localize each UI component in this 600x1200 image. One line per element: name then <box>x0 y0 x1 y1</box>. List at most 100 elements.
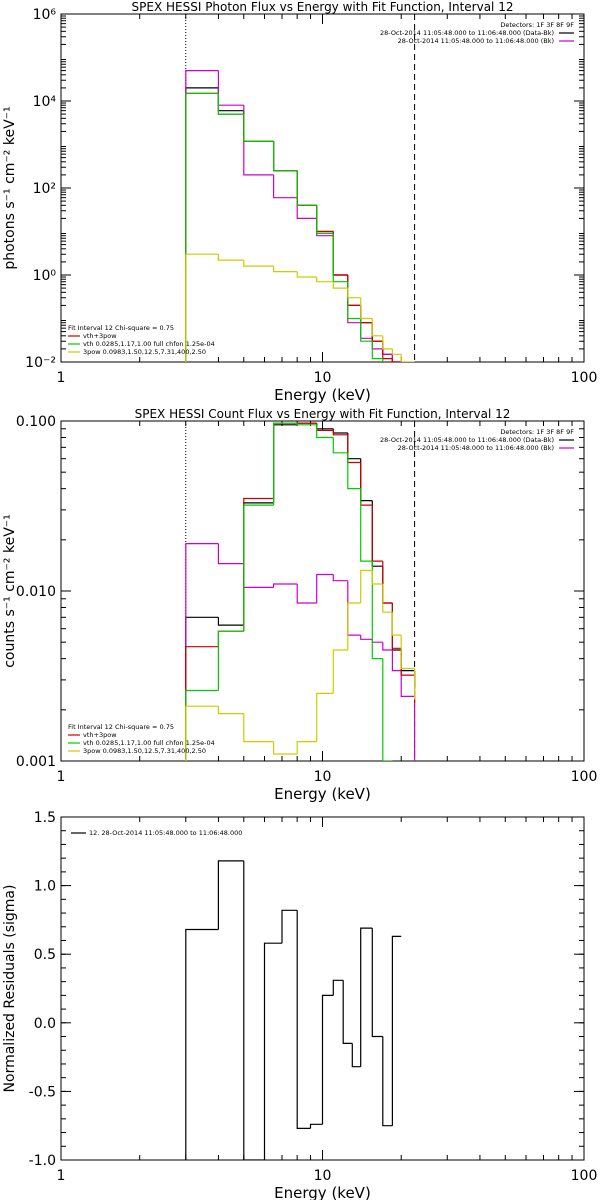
x-tick-label: 100 <box>571 370 598 386</box>
histogram-bin <box>243 497 274 632</box>
histogram-bin <box>316 205 334 233</box>
histogram-bin <box>217 543 244 565</box>
y-tick-label: 0.100 <box>16 414 56 430</box>
histogram-bin <box>273 266 298 273</box>
histogram-bin <box>185 705 219 761</box>
histogram-bin <box>217 630 244 647</box>
histogram-bin <box>371 505 383 562</box>
histogram-bin <box>401 362 414 369</box>
x-tick-label: 1 <box>57 769 66 785</box>
histogram-bin <box>371 338 383 350</box>
chart-title: SPEX HESSI Photon Flux vs Energy with Fi… <box>132 0 514 14</box>
histogram-bin <box>243 260 274 267</box>
histogram-bin <box>332 281 348 289</box>
histogram-bin <box>243 713 274 743</box>
y-tick-label: 10⁰ <box>33 268 57 284</box>
histogram-bin <box>391 348 402 355</box>
histogram-bin <box>321 994 334 1125</box>
histogram-bin <box>382 335 393 350</box>
x-tick-label: 10 <box>314 1168 332 1184</box>
panel-count-flux: SPEX HESSI Count Flux vs Energy with Fit… <box>2 407 597 803</box>
legend-entry-label: vth+3pow <box>83 332 117 340</box>
histogram-bin <box>316 423 334 430</box>
y-tick-label: -1.0 <box>29 1153 56 1169</box>
series-4 <box>185 253 415 362</box>
histogram-bin <box>391 603 402 651</box>
y-tick-label: 10⁻² <box>25 355 56 371</box>
histogram-bin <box>273 141 298 172</box>
legend-entry-label: vth 0.0285,1.17,1.00 full chfon 1.25e-04 <box>83 739 215 747</box>
histogram-bin <box>243 114 274 142</box>
histogram-bin <box>391 354 402 362</box>
histogram-bin <box>296 584 317 604</box>
histogram-bin <box>401 362 414 366</box>
y-tick-label: 1.0 <box>34 879 56 895</box>
histogram-bin <box>316 692 334 742</box>
histogram-bin <box>217 254 244 261</box>
histogram-bin <box>332 428 348 434</box>
histogram-bin <box>347 288 361 299</box>
histogram-bin <box>371 318 383 337</box>
histogram-bin <box>316 424 334 439</box>
histogram-bin <box>217 70 244 106</box>
legend-entry-label: 3pow 0.0983,1.50,12.5,7.31,400,2.50 <box>83 747 206 755</box>
y-tick-label: -0.5 <box>29 1084 56 1100</box>
histogram-bin <box>273 174 298 199</box>
histogram-bin <box>371 570 383 585</box>
histogram-bin <box>371 561 383 660</box>
series-1 <box>185 70 402 362</box>
histogram-bin <box>347 580 361 636</box>
plot-frame <box>60 13 585 363</box>
histogram-bin <box>316 205 334 235</box>
histogram-bin <box>360 635 373 640</box>
y-tick-label: 0.010 <box>16 584 56 600</box>
histogram-bin <box>347 602 361 650</box>
histogram-bin <box>281 909 298 944</box>
histogram-bin <box>217 87 244 112</box>
legend-header: Detectors: 1F 3F 8F 9F <box>500 428 574 436</box>
y-tick-label: 0.001 <box>16 754 56 770</box>
histogram-bin <box>382 566 393 604</box>
histogram-bin <box>360 927 373 1067</box>
histogram-bin <box>360 462 373 506</box>
histogram-bin <box>360 318 373 342</box>
histogram-bin <box>360 305 373 324</box>
legend-entry-label: vth+3pow <box>83 731 117 739</box>
histogram-bin <box>185 543 219 761</box>
histogram-bin <box>332 649 348 694</box>
series-1 <box>185 543 416 761</box>
x-axis-label: Energy (keV) <box>274 785 371 803</box>
histogram-bin <box>273 141 298 172</box>
histogram-bin <box>342 980 353 1044</box>
fit-legend-header: Fit Interval 12 Chi-square = 0.75 <box>68 723 174 731</box>
legend-entry-label: 28-Oct-2014 11:05:48.000 to 11:06:48.000… <box>380 436 554 444</box>
histogram-bin <box>400 650 415 672</box>
histogram-bin <box>296 910 311 1129</box>
histogram-bin <box>360 488 373 562</box>
legend-header: Detectors: 1F 3F 8F 9F <box>500 21 574 29</box>
histogram-bin <box>296 170 317 206</box>
x-tick-label: 10 <box>314 370 332 386</box>
histogram-bin <box>273 424 298 503</box>
y-axis-label: photons s⁻¹ cm⁻² keV⁻¹ <box>2 106 18 269</box>
legend-entry-label: vth 0.0285,1.17,1.00 full chfon 1.25e-04 <box>83 340 215 348</box>
histogram-bin <box>360 297 373 320</box>
histogram-bin <box>400 354 415 362</box>
histogram-bin <box>347 452 361 490</box>
histogram-bin <box>400 635 415 670</box>
histogram-bin <box>371 500 383 567</box>
histogram-bin <box>371 639 383 643</box>
histogram-bin <box>332 437 348 454</box>
histogram-bin <box>263 942 282 1160</box>
histogram-bin <box>400 670 415 697</box>
panel-residuals: 1 10 100 -1.0 -0.5 0.0 0.5 1.0 1.5 Energy (keV) No… <box>2 810 597 1200</box>
histogram-bin <box>273 422 298 506</box>
y-tick-label: 10⁴ <box>33 94 57 110</box>
histogram-bin <box>347 433 361 460</box>
histogram-bin <box>217 93 244 115</box>
y-tick-label: 1.5 <box>34 810 56 826</box>
histogram-bin <box>296 197 317 219</box>
histogram-bin <box>217 860 244 930</box>
histogram-bin <box>296 170 317 206</box>
